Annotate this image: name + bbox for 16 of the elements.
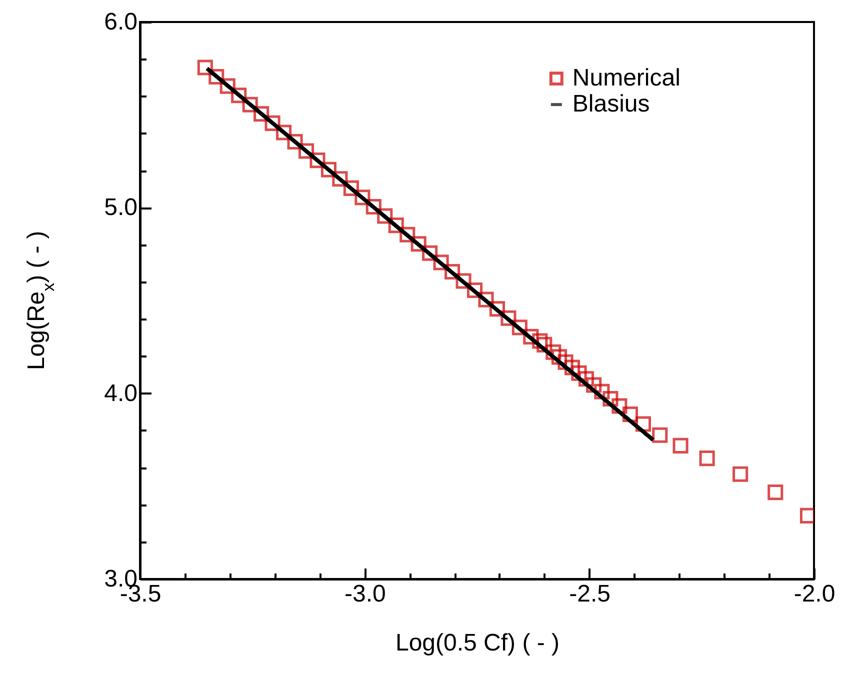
- point: [732, 466, 748, 482]
- legend-label: Numerical: [572, 64, 680, 92]
- x-tick-label: -2.5: [569, 580, 611, 608]
- point: [197, 60, 213, 76]
- point: [672, 438, 688, 454]
- x-tick-label: -2.0: [794, 580, 836, 608]
- y-tick-label: 6.0: [104, 8, 138, 36]
- legend-label: Blasius: [572, 90, 650, 118]
- point: [800, 508, 814, 524]
- x-axis-title: Log(0.5 Cf) ( - ): [395, 630, 560, 656]
- x-tick-label: -3.0: [344, 580, 386, 608]
- point: [768, 484, 784, 500]
- point: [699, 450, 715, 466]
- y-tick-label: 4.0: [104, 380, 138, 407]
- point: [652, 427, 668, 443]
- y-tick-label: 5.0: [104, 194, 138, 222]
